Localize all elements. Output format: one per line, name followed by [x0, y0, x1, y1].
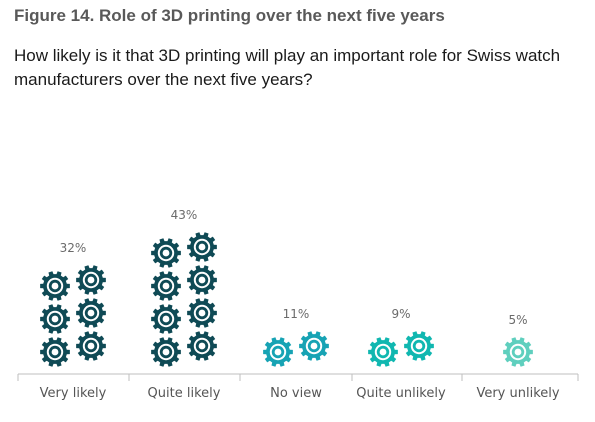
category-label: Very likely: [40, 386, 107, 401]
gear-icon: [40, 304, 70, 334]
category-label: Very unlikely: [476, 386, 559, 401]
figure-title: Figure 14. Role of 3D printing over the …: [14, 6, 445, 25]
category-label: No view: [270, 386, 322, 401]
bar-quite-unlikely: 9% Quite unlikely: [356, 307, 446, 401]
gear-icon: [404, 331, 434, 361]
data-label: 11%: [283, 307, 310, 321]
gear-icon: [263, 337, 293, 367]
gear-icon: [151, 271, 181, 301]
gear-icon: [40, 337, 70, 367]
category-label: Quite unlikely: [356, 386, 446, 401]
gear-icon: [187, 232, 217, 262]
x-axis: [17, 373, 579, 381]
gear-icon: [187, 265, 217, 295]
gear-icon: [76, 298, 106, 328]
gear-icon: [368, 337, 398, 367]
bar-no-view: 11% No view: [263, 307, 329, 401]
category-label: Quite likely: [148, 386, 221, 401]
bar-very-likely: 32% Very likely: [40, 241, 107, 401]
gear-icon: [76, 331, 106, 361]
gear-icon: [151, 304, 181, 334]
data-label: 43%: [171, 208, 198, 222]
gear-icon: [187, 298, 217, 328]
gear-icon: [187, 331, 217, 361]
bar-very-unlikely: 5% Very unlikely: [476, 313, 559, 401]
bar-quite-likely: 43% Quite likely: [148, 208, 221, 401]
data-label: 5%: [508, 313, 527, 327]
data-label: 9%: [391, 307, 410, 321]
gear-icon: [299, 331, 329, 361]
data-label: 32%: [60, 241, 87, 255]
gear-icon: [40, 271, 70, 301]
gear-icon: [151, 337, 181, 367]
gear-icon: [151, 238, 181, 268]
survey-question: How likely is it that 3D printing will p…: [14, 46, 561, 89]
gear-icon: [503, 337, 533, 367]
gear-icon: [76, 265, 106, 295]
